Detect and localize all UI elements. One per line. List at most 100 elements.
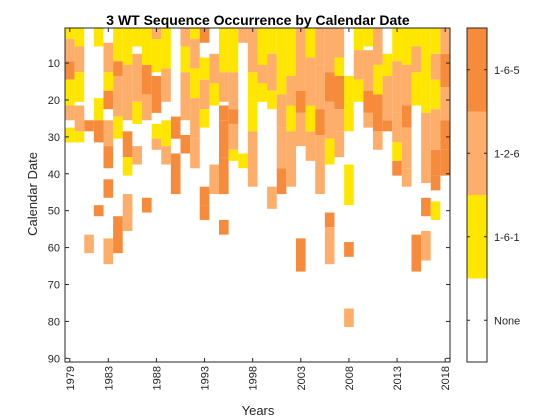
heatmap-cells xyxy=(65,28,450,327)
heatmap-cell xyxy=(151,123,162,139)
heatmap-cell xyxy=(334,28,345,58)
heatmap-cell xyxy=(421,230,431,261)
heatmap-cell xyxy=(363,90,373,113)
heatmap-cell xyxy=(305,28,316,58)
heatmap-cell xyxy=(296,112,306,147)
heatmap-cell xyxy=(132,53,142,102)
heatmap-cell xyxy=(392,28,402,62)
heatmap-cell xyxy=(161,28,171,69)
colorbar xyxy=(467,28,487,362)
x-tick-label: 1988 xyxy=(151,366,163,390)
heatmap-cell xyxy=(74,46,85,73)
heatmap-cell xyxy=(344,164,354,206)
heatmap-cell xyxy=(132,101,142,124)
colorbar-segment xyxy=(467,195,487,279)
heatmap-cell xyxy=(324,212,335,228)
heatmap-cell xyxy=(122,28,133,65)
heatmap-cell xyxy=(344,75,354,102)
heatmap-cell xyxy=(305,105,316,132)
heatmap-cell xyxy=(276,168,287,195)
heatmap-cell xyxy=(219,28,229,73)
heatmap-cell xyxy=(276,127,287,169)
heatmap-cell xyxy=(267,53,277,91)
heatmap-cell xyxy=(315,28,325,65)
heatmap-cell xyxy=(142,94,152,121)
heatmap-cell xyxy=(411,46,422,73)
heatmap-cell xyxy=(103,238,114,265)
heatmap-cell xyxy=(103,146,114,169)
heatmap-cell xyxy=(324,72,335,102)
heatmap-cell xyxy=(296,28,306,91)
heatmap-cell xyxy=(392,112,402,143)
heatmap-cell xyxy=(209,53,219,84)
heatmap-cell xyxy=(238,153,248,169)
heatmap-cell xyxy=(190,98,200,139)
heatmap-cell xyxy=(161,146,171,165)
y-tick-label: 20 xyxy=(48,95,60,107)
heatmap-cell xyxy=(392,61,402,113)
heatmap-cell xyxy=(151,39,162,73)
heatmap-cell xyxy=(238,28,248,43)
heatmap-cell xyxy=(190,39,200,69)
heatmap-cell xyxy=(103,72,114,91)
heatmap-cell xyxy=(421,28,431,95)
heatmap-cell xyxy=(74,131,85,143)
heatmap-cell xyxy=(353,79,364,102)
heatmap-cell xyxy=(411,72,422,106)
heatmap-cell xyxy=(93,120,104,143)
heatmap-cell xyxy=(401,28,412,65)
heatmap-cell xyxy=(363,112,373,128)
x-tick-label: 2018 xyxy=(440,366,452,390)
heatmap-cell xyxy=(228,28,239,73)
heatmap-cell xyxy=(103,179,114,198)
heatmap-cell xyxy=(190,68,200,99)
heatmap-cell xyxy=(286,131,296,187)
heatmap-cell xyxy=(74,72,85,102)
colorbar-label: 1-2-6 xyxy=(494,148,520,160)
heatmap-cell xyxy=(65,61,75,80)
heatmap-cell xyxy=(353,50,364,80)
heatmap-cell xyxy=(209,164,219,195)
heatmap-cell xyxy=(161,68,171,102)
heatmap-cell xyxy=(93,205,104,217)
heatmap-cell xyxy=(151,138,162,150)
heatmap-cell xyxy=(373,28,383,65)
y-tick-label: 80 xyxy=(48,316,60,328)
x-tick-label: 1998 xyxy=(248,366,260,390)
x-tick-label: 1983 xyxy=(103,366,115,390)
heatmap-cell xyxy=(324,28,335,73)
heatmap-cell xyxy=(421,112,431,147)
colorbar-segment xyxy=(467,111,487,195)
heatmap-cell xyxy=(334,109,345,132)
heatmap-cell xyxy=(132,146,142,165)
heatmap-cell xyxy=(382,53,393,76)
heatmap-cell xyxy=(142,64,152,95)
heatmap-cell xyxy=(324,249,335,265)
heatmap-cell xyxy=(151,75,162,113)
heatmap-cell xyxy=(113,61,123,76)
heatmap-cell xyxy=(122,131,133,158)
heatmap-cell xyxy=(219,120,229,158)
heatmap-cell xyxy=(65,39,75,62)
heatmap-cell xyxy=(170,153,181,195)
heatmap-cell xyxy=(440,53,450,88)
heatmap-cell xyxy=(315,109,325,136)
heatmap-cell xyxy=(440,87,450,121)
heatmap-cell xyxy=(113,75,123,117)
heatmap-cell xyxy=(219,157,229,195)
heatmap-cell xyxy=(219,219,229,235)
heatmap-cell xyxy=(65,28,75,40)
x-tick-label: 2008 xyxy=(344,366,356,390)
heatmap-cell xyxy=(93,28,104,47)
heatmap-cell xyxy=(401,127,412,169)
colorbar-label: 1-6-1 xyxy=(494,232,520,244)
heatmap-cell xyxy=(257,83,268,102)
heatmap-cell xyxy=(257,64,268,84)
heatmap-cell xyxy=(373,64,383,95)
heatmap-cell xyxy=(440,28,450,54)
heatmap-cell xyxy=(353,28,364,51)
heatmap-cell xyxy=(74,28,85,47)
x-axis-ticks: 1979 1983 1988 1993 1998 2003 2008 2013 2018 xyxy=(65,28,452,390)
heatmap-cell xyxy=(103,42,114,73)
heatmap-cell xyxy=(190,138,200,169)
